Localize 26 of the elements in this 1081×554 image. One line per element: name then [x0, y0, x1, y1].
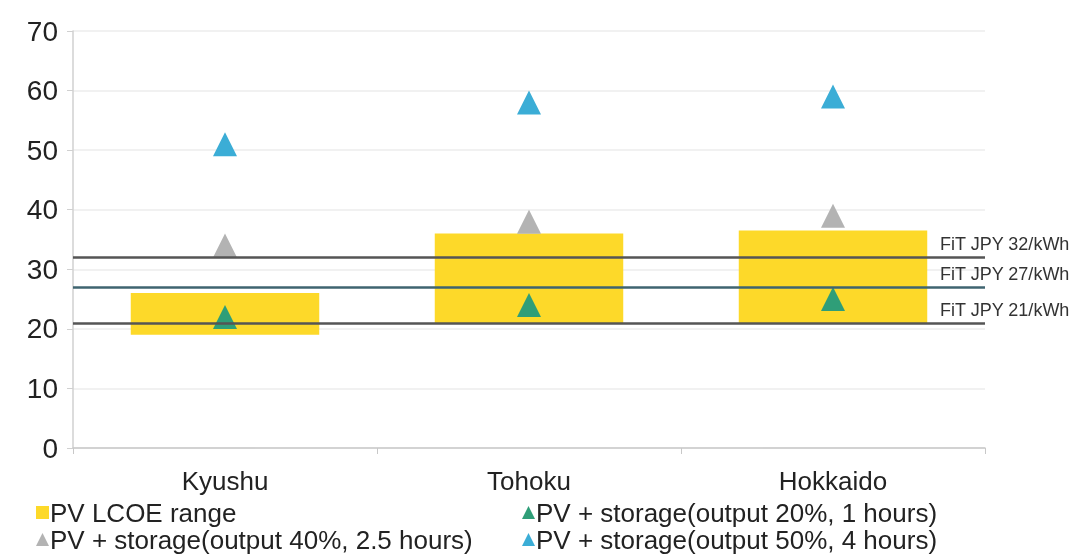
point [517, 209, 541, 234]
point [517, 293, 541, 318]
legend-label: PV + storage(output 20%, 1 hours) [536, 497, 938, 528]
y-tick-label: 40 [26, 194, 58, 226]
y-tick-label: 0 [42, 432, 58, 464]
ref-line-label: FiT JPY 21/kWh [940, 299, 1070, 320]
ref-line-label: FiT JPY 27/kWh [940, 264, 1070, 285]
ref-line-label: FiT JPY 32/kWh [940, 234, 1070, 255]
point [821, 287, 845, 312]
y-tick-label: 50 [26, 134, 58, 166]
y-tick-label: 60 [26, 75, 58, 107]
y-tick-label: 20 [26, 313, 58, 345]
y-tick-label: 70 [26, 15, 58, 47]
legend-label: PV LCOE range [50, 497, 237, 528]
x-tick-label: Tohoku [487, 466, 571, 496]
point [821, 84, 845, 109]
x-tick-label: Kyushu [181, 466, 269, 496]
x-tick-label: Hokkaido [778, 466, 888, 496]
point [213, 132, 237, 157]
y-tick-label: 30 [26, 253, 58, 285]
y-tick-label: 10 [26, 372, 58, 404]
bar [434, 233, 624, 323]
point [517, 90, 541, 115]
point [821, 203, 845, 228]
point [213, 233, 237, 258]
bar [738, 230, 928, 323]
